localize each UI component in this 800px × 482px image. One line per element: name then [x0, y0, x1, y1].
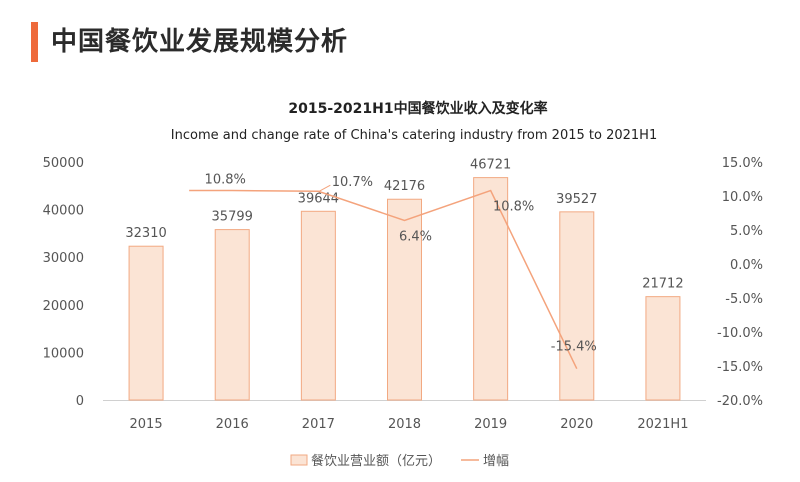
chart-subtitle: Income and change rate of China's cateri… — [171, 128, 657, 143]
bar — [214, 229, 250, 401]
legend: 餐饮业营业额（亿元） 增幅 — [290, 453, 509, 469]
change-rate-line — [189, 189, 578, 370]
y-left-tick-label: 10000 — [43, 346, 84, 361]
y-right-tick-label: 0.0% — [730, 258, 763, 273]
legend-bar-label: 餐饮业营业额（亿元） — [311, 453, 441, 469]
y-right-tick-label: -10.0% — [717, 326, 763, 341]
chart-title: 2015-2021H1中国餐饮业收入及变化率 — [288, 100, 547, 117]
page-title: 中国餐饮业发展规模分析 — [51, 27, 349, 57]
y-right-tick-label: -20.0% — [717, 394, 763, 409]
change-rate-label: 10.8% — [493, 200, 534, 215]
x-tick-label: 2017 — [302, 417, 335, 432]
bar — [645, 296, 681, 401]
y-right-tick-label: 15.0% — [722, 156, 763, 171]
bar-value-label: 39644 — [298, 191, 339, 206]
y-left-tick-label: 40000 — [43, 204, 84, 219]
y-left-tick-label: 30000 — [43, 251, 84, 266]
y-left-tick-label: 0 — [76, 394, 84, 409]
change-rate-label: 6.4% — [399, 229, 432, 244]
y-left-tick-label: 20000 — [43, 299, 84, 314]
x-tick-label: 2020 — [560, 417, 593, 432]
bar-value-label: 39527 — [556, 192, 597, 207]
bar — [559, 211, 595, 401]
change-rate-label: 10.7% — [332, 175, 373, 190]
x-tick-label: 2015 — [130, 417, 163, 432]
legend-bar-swatch — [290, 454, 308, 466]
bar — [300, 210, 336, 401]
y-right-tick-label: -5.0% — [725, 292, 763, 307]
label-connector — [319, 184, 331, 192]
change-rate-label: 10.8% — [205, 173, 246, 188]
y-left-tick-label: 50000 — [43, 156, 84, 171]
change-rate-label: -15.4% — [551, 340, 597, 355]
plot-area: 0 10000 20000 30000 40000 50000 -20.0% -15.0% -1… — [43, 156, 763, 432]
legend-line-label: 增幅 — [483, 454, 509, 469]
title-accent-bar — [31, 22, 38, 62]
bar-value-label: 21712 — [642, 277, 683, 292]
bar-value-label: 35799 — [212, 210, 253, 225]
x-tick-label: 2021H1 — [637, 417, 688, 432]
bar-value-label: 32310 — [125, 226, 166, 241]
bar-value-label: 46721 — [470, 158, 511, 173]
y-right-tick-label: 5.0% — [730, 224, 763, 239]
y-right-tick-label: 10.0% — [722, 190, 763, 205]
bar-value-label: 42176 — [384, 179, 425, 194]
x-tick-label: 2016 — [216, 417, 249, 432]
x-tick-label: 2019 — [474, 417, 507, 432]
x-tick-label: 2018 — [388, 417, 421, 432]
bar — [128, 245, 164, 401]
y-right-tick-label: -15.0% — [717, 360, 763, 375]
bar — [387, 198, 422, 401]
